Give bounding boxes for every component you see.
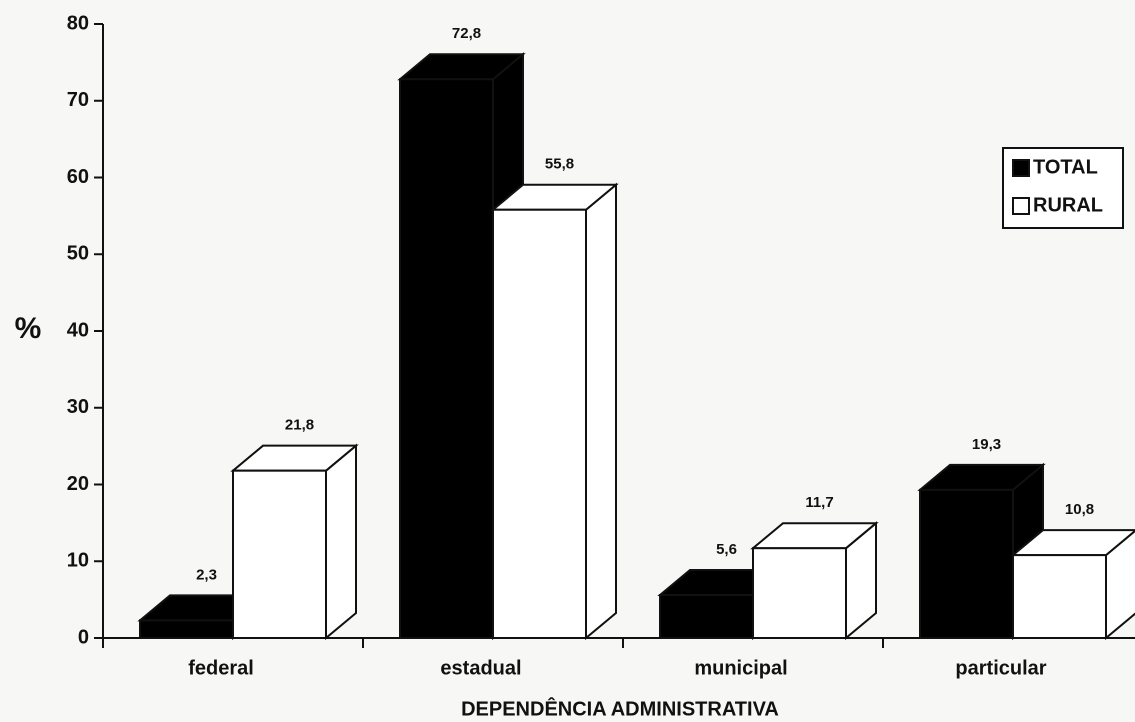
y-tick-label: 0	[78, 626, 89, 648]
bar	[492, 208, 587, 640]
legend-swatch	[1012, 159, 1030, 177]
value-label: 2,3	[196, 566, 217, 583]
value-label: 5,6	[716, 541, 737, 558]
y-tick-label: 10	[67, 550, 89, 572]
bar	[232, 469, 327, 639]
bar	[399, 78, 494, 639]
y-tick-label: 80	[67, 12, 89, 34]
legend-swatch	[1012, 197, 1030, 215]
value-label: 10,8	[1065, 501, 1094, 518]
x-tick-label: municipal	[694, 657, 787, 679]
y-tick-label: 50	[67, 243, 89, 265]
bar	[752, 547, 847, 640]
x-tick-label: particular	[955, 657, 1046, 679]
y-tick-label: 30	[67, 396, 89, 418]
value-label: 19,3	[972, 436, 1001, 453]
legend-label: RURAL	[1033, 194, 1103, 216]
bar	[1012, 554, 1107, 639]
value-label: 11,7	[805, 494, 833, 511]
y-tick-label: 40	[67, 319, 89, 341]
y-tick-label: 70	[67, 89, 89, 111]
y-tick-label: 20	[67, 473, 89, 495]
legend-label: TOTAL	[1033, 156, 1098, 178]
bar-side	[585, 182, 617, 641]
bar-side	[325, 443, 357, 641]
y-axis-label: %	[15, 312, 42, 345]
bar	[919, 488, 1014, 639]
x-axis-label: DEPENDÊNCIA ADMINISTRATIVA	[461, 696, 779, 720]
y-tick-label: 60	[67, 166, 89, 188]
value-label: 72,8	[452, 25, 481, 42]
bar	[139, 619, 234, 639]
bar	[659, 594, 754, 640]
x-tick-label: federal	[188, 657, 254, 679]
x-tick-label: estadual	[440, 657, 521, 679]
value-label: 55,8	[545, 156, 574, 173]
value-label: 21,8	[285, 417, 314, 434]
